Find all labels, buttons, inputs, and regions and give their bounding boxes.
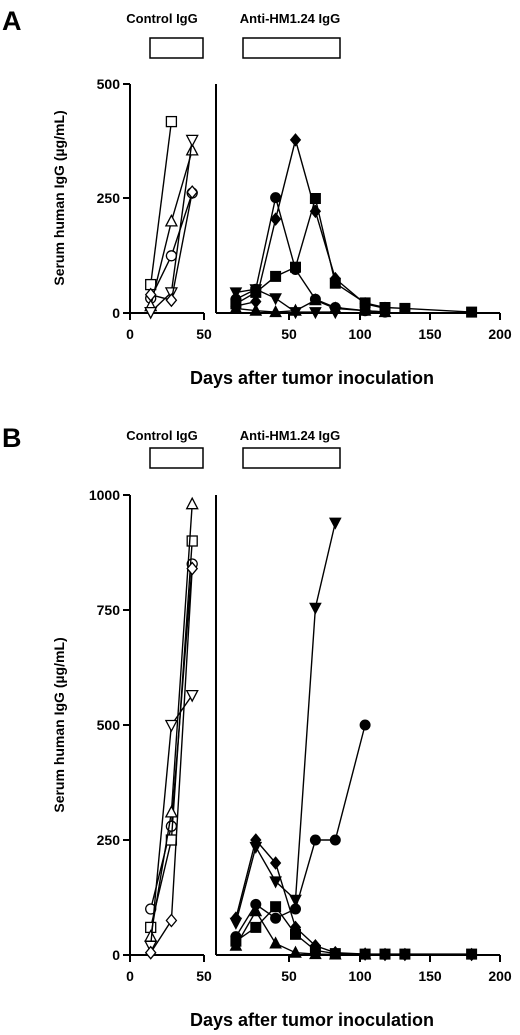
control-series-triangle-down-open xyxy=(144,689,199,953)
data-point xyxy=(165,719,178,732)
treatment-series-triangle-down-filled xyxy=(229,284,342,319)
y-tick-label: 250 xyxy=(97,832,121,848)
data-point xyxy=(270,270,282,282)
data-point xyxy=(186,497,199,510)
legend-treatment-label: Anti-HM1.24 IgG xyxy=(240,11,340,26)
treatment-series-diamond-filled xyxy=(230,833,478,961)
data-point xyxy=(329,834,341,846)
data-point xyxy=(269,937,282,949)
y-ticks: 0 250 500 750 1000 xyxy=(89,487,130,963)
x-tick-label: 100 xyxy=(348,326,372,342)
legend-treatment-bar xyxy=(242,447,341,469)
data-point xyxy=(309,602,322,615)
x-tick-label: 0 xyxy=(126,326,134,342)
panel-a: A Control IgG Anti-HM1.24 IgG Serum huma… xyxy=(2,6,512,388)
control-series-circle-open xyxy=(145,558,198,915)
treatment-series-square-filled xyxy=(230,901,478,960)
data-point xyxy=(269,293,282,305)
data-point xyxy=(165,214,178,227)
data-point xyxy=(290,903,301,915)
data-point xyxy=(165,115,178,128)
series-line xyxy=(235,522,336,923)
control-series-diamond-open xyxy=(145,185,198,307)
data-point xyxy=(290,928,301,940)
plot-area xyxy=(144,115,478,319)
control-series-square-open xyxy=(145,115,178,291)
data-point xyxy=(466,306,478,318)
data-point xyxy=(165,805,178,818)
x-ticks-right: 50 100 150 200 xyxy=(281,313,512,342)
y-axis-label: Serum human IgG (µg/mL) xyxy=(51,110,67,285)
treatment-series-square-filled xyxy=(230,193,478,318)
data-point xyxy=(399,302,411,314)
data-point xyxy=(290,133,301,147)
data-point xyxy=(359,719,371,731)
data-point xyxy=(289,946,302,958)
x-tick-label: 200 xyxy=(488,326,512,342)
legend-control-bar xyxy=(149,37,204,59)
control-series-triangle-open xyxy=(144,143,199,312)
panel-b: B Control IgG Anti-HM1.24 IgG Serum huma… xyxy=(2,423,512,1030)
series-line xyxy=(150,121,173,285)
data-point xyxy=(270,192,282,204)
panel-letter: A xyxy=(2,6,22,36)
x-tick-label: 100 xyxy=(348,968,372,984)
data-point xyxy=(270,912,282,924)
x-tick-label: 50 xyxy=(196,326,212,342)
series-line xyxy=(150,563,193,910)
data-point xyxy=(186,134,199,147)
y-tick-label: 0 xyxy=(112,947,120,963)
y-tick-label: 1000 xyxy=(89,487,120,503)
legend-control-bar xyxy=(149,447,204,469)
data-point xyxy=(270,901,282,913)
control-series-triangle-down-open xyxy=(144,134,199,319)
data-point xyxy=(290,264,301,275)
data-point xyxy=(466,948,478,960)
plot-area xyxy=(144,497,478,961)
control-series-circle-open xyxy=(145,187,198,304)
y-tick-label: 500 xyxy=(97,717,121,733)
data-point xyxy=(329,517,342,530)
control-series-triangle-open xyxy=(144,497,199,942)
x-tick-label: 50 xyxy=(196,968,212,984)
legend-control-label: Control IgG xyxy=(126,11,198,26)
x-tick-label: 150 xyxy=(418,968,442,984)
x-tick-label: 150 xyxy=(418,326,442,342)
panel-letter: B xyxy=(2,423,22,453)
series-line xyxy=(150,150,193,307)
x-tick-label: 0 xyxy=(126,968,134,984)
legend-treatment-label: Anti-HM1.24 IgG xyxy=(240,428,340,443)
x-ticks-left: 0 50 xyxy=(126,313,212,342)
control-series-diamond-open xyxy=(145,561,198,960)
treatment-series-triangle-down-filled xyxy=(229,517,342,930)
series-line xyxy=(235,195,472,313)
x-axis-label: Days after tumor inoculation xyxy=(190,1010,434,1030)
x-tick-label: 50 xyxy=(281,326,297,342)
x-ticks-left: 0 50 xyxy=(126,955,212,984)
data-point xyxy=(250,921,262,933)
y-axis-label: Serum human IgG (µg/mL) xyxy=(51,637,67,812)
y-ticks: 0 250 500 xyxy=(97,76,130,321)
data-point xyxy=(309,834,321,846)
treatment-series-circle-filled xyxy=(230,719,371,943)
y-tick-label: 500 xyxy=(97,76,121,92)
x-tick-label: 200 xyxy=(488,968,512,984)
legend-treatment-bar xyxy=(242,37,341,59)
data-point xyxy=(379,948,391,960)
y-tick-label: 250 xyxy=(97,190,121,206)
legend-control-label: Control IgG xyxy=(126,428,198,443)
y-tick-label: 750 xyxy=(97,602,121,618)
treatment-series-triangle-filled xyxy=(229,293,391,318)
treatment-series-triangle-filled xyxy=(229,904,372,960)
data-point xyxy=(165,250,178,262)
x-axis-label: Days after tumor inoculation xyxy=(190,368,434,388)
x-ticks-right: 50 100 150 200 xyxy=(281,955,512,984)
data-point xyxy=(399,948,411,960)
data-point xyxy=(186,535,198,547)
y-tick-label: 0 xyxy=(112,305,120,321)
series-line xyxy=(235,137,386,310)
x-tick-label: 50 xyxy=(281,968,297,984)
series-line xyxy=(235,905,472,955)
